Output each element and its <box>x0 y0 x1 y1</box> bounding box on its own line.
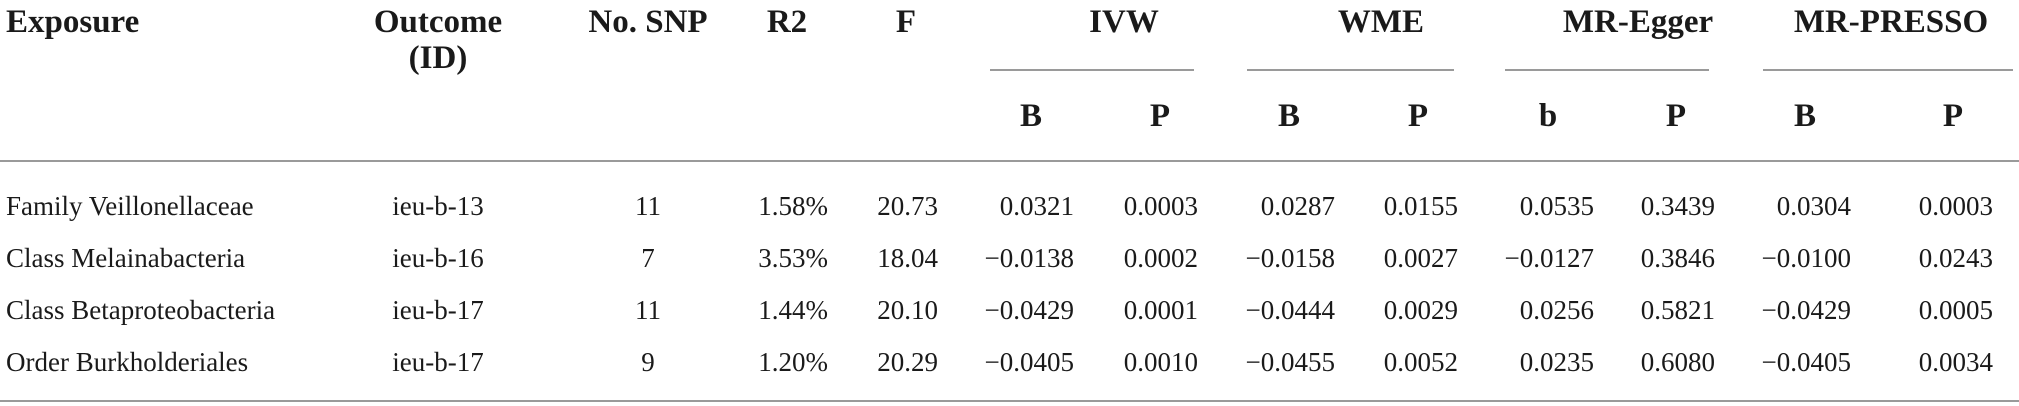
cell-egger-b: 0.0535 <box>1519 191 1594 221</box>
table-bottom-rule <box>0 400 2019 402</box>
cell-wme-b: 0.0287 <box>1260 191 1335 221</box>
group-mr-egger: MR-Egger <box>1562 4 1714 40</box>
cell-exposure: Class Betaproteobacteria <box>6 295 276 325</box>
cell-presso-b: −0.0100 <box>1761 243 1851 273</box>
cell-egger-p: 0.3439 <box>1640 191 1715 221</box>
cell-no-snp: 11 <box>635 191 661 221</box>
cell-f: 18.04 <box>877 243 938 273</box>
cell-egger-b: −0.0127 <box>1504 243 1594 273</box>
header-exposure: Exposure <box>6 4 140 40</box>
subheader-egger-b: b <box>1538 98 1558 134</box>
header-outcome: Outcome <box>373 4 503 40</box>
cell-wme-p: 0.0029 <box>1383 295 1458 325</box>
group-rule-wme <box>1247 69 1454 71</box>
cell-outcome: ieu-b-13 <box>392 191 484 221</box>
cell-no-snp: 9 <box>641 347 655 377</box>
subheader-ivw-b: B <box>1019 98 1043 134</box>
cell-r2: 1.58% <box>758 191 828 221</box>
cell-r2: 1.20% <box>758 347 828 377</box>
header-f: F <box>895 4 917 40</box>
cell-egger-p: 0.6080 <box>1640 347 1715 377</box>
cell-f: 20.10 <box>877 295 938 325</box>
cell-outcome: ieu-b-17 <box>392 295 484 325</box>
cell-no-snp: 7 <box>641 243 655 273</box>
cell-ivw-b: −0.0138 <box>984 243 1074 273</box>
cell-ivw-p: 0.0002 <box>1123 243 1198 273</box>
cell-wme-p: 0.0155 <box>1383 191 1458 221</box>
cell-presso-b: 0.0304 <box>1776 191 1851 221</box>
cell-presso-p: 0.0005 <box>1918 295 1993 325</box>
cell-presso-b: −0.0405 <box>1761 347 1851 377</box>
cell-outcome: ieu-b-16 <box>392 243 484 273</box>
cell-exposure: Order Burkholderiales <box>6 347 249 377</box>
header-outcome-id: (ID) <box>408 40 468 76</box>
subheader-ivw-p: P <box>1149 98 1171 134</box>
cell-wme-p: 0.0027 <box>1383 243 1458 273</box>
cell-presso-b: −0.0429 <box>1761 295 1851 325</box>
cell-ivw-p: 0.0010 <box>1123 347 1198 377</box>
cell-wme-b: −0.0455 <box>1245 347 1335 377</box>
subheader-egger-p: P <box>1665 98 1687 134</box>
cell-presso-p: 0.0034 <box>1918 347 1993 377</box>
cell-egger-b: 0.0235 <box>1519 347 1594 377</box>
header-r2: R2 <box>766 4 808 40</box>
group-rule-ivw <box>990 69 1194 71</box>
cell-exposure: Family Veillonellaceae <box>6 191 254 221</box>
cell-wme-b: −0.0444 <box>1245 295 1335 325</box>
cell-egger-b: 0.0256 <box>1519 295 1594 325</box>
cell-no-snp: 11 <box>635 295 661 325</box>
cell-egger-p: 0.3846 <box>1640 243 1715 273</box>
header-no-snp: No. SNP <box>588 4 708 40</box>
group-ivw: IVW <box>1089 4 1159 40</box>
group-wme: WME <box>1337 4 1425 40</box>
group-rule-mr-egger <box>1505 69 1709 71</box>
cell-ivw-p: 0.0001 <box>1123 295 1198 325</box>
subheader-presso-p: P <box>1942 98 1964 134</box>
subheader-wme-b: B <box>1277 98 1301 134</box>
cell-ivw-b: 0.0321 <box>999 191 1074 221</box>
cell-exposure: Class Melainabacteria <box>6 243 246 273</box>
cell-ivw-b: −0.0429 <box>984 295 1074 325</box>
group-rule-mr-presso <box>1763 69 2013 71</box>
cell-f: 20.73 <box>877 191 938 221</box>
header-divider <box>0 160 2019 162</box>
cell-egger-p: 0.5821 <box>1640 295 1715 325</box>
cell-wme-b: −0.0158 <box>1245 243 1335 273</box>
cell-r2: 1.44% <box>758 295 828 325</box>
cell-r2: 3.53% <box>758 243 828 273</box>
cell-wme-p: 0.0052 <box>1383 347 1458 377</box>
group-mr-presso: MR-PRESSO <box>1793 4 1989 40</box>
cell-f: 20.29 <box>877 347 938 377</box>
cell-presso-p: 0.0003 <box>1918 191 1993 221</box>
subheader-wme-p: P <box>1407 98 1429 134</box>
cell-outcome: ieu-b-17 <box>392 347 484 377</box>
subheader-presso-b: B <box>1793 98 1817 134</box>
cell-ivw-p: 0.0003 <box>1123 191 1198 221</box>
cell-ivw-b: −0.0405 <box>984 347 1074 377</box>
cell-presso-p: 0.0243 <box>1918 243 1993 273</box>
